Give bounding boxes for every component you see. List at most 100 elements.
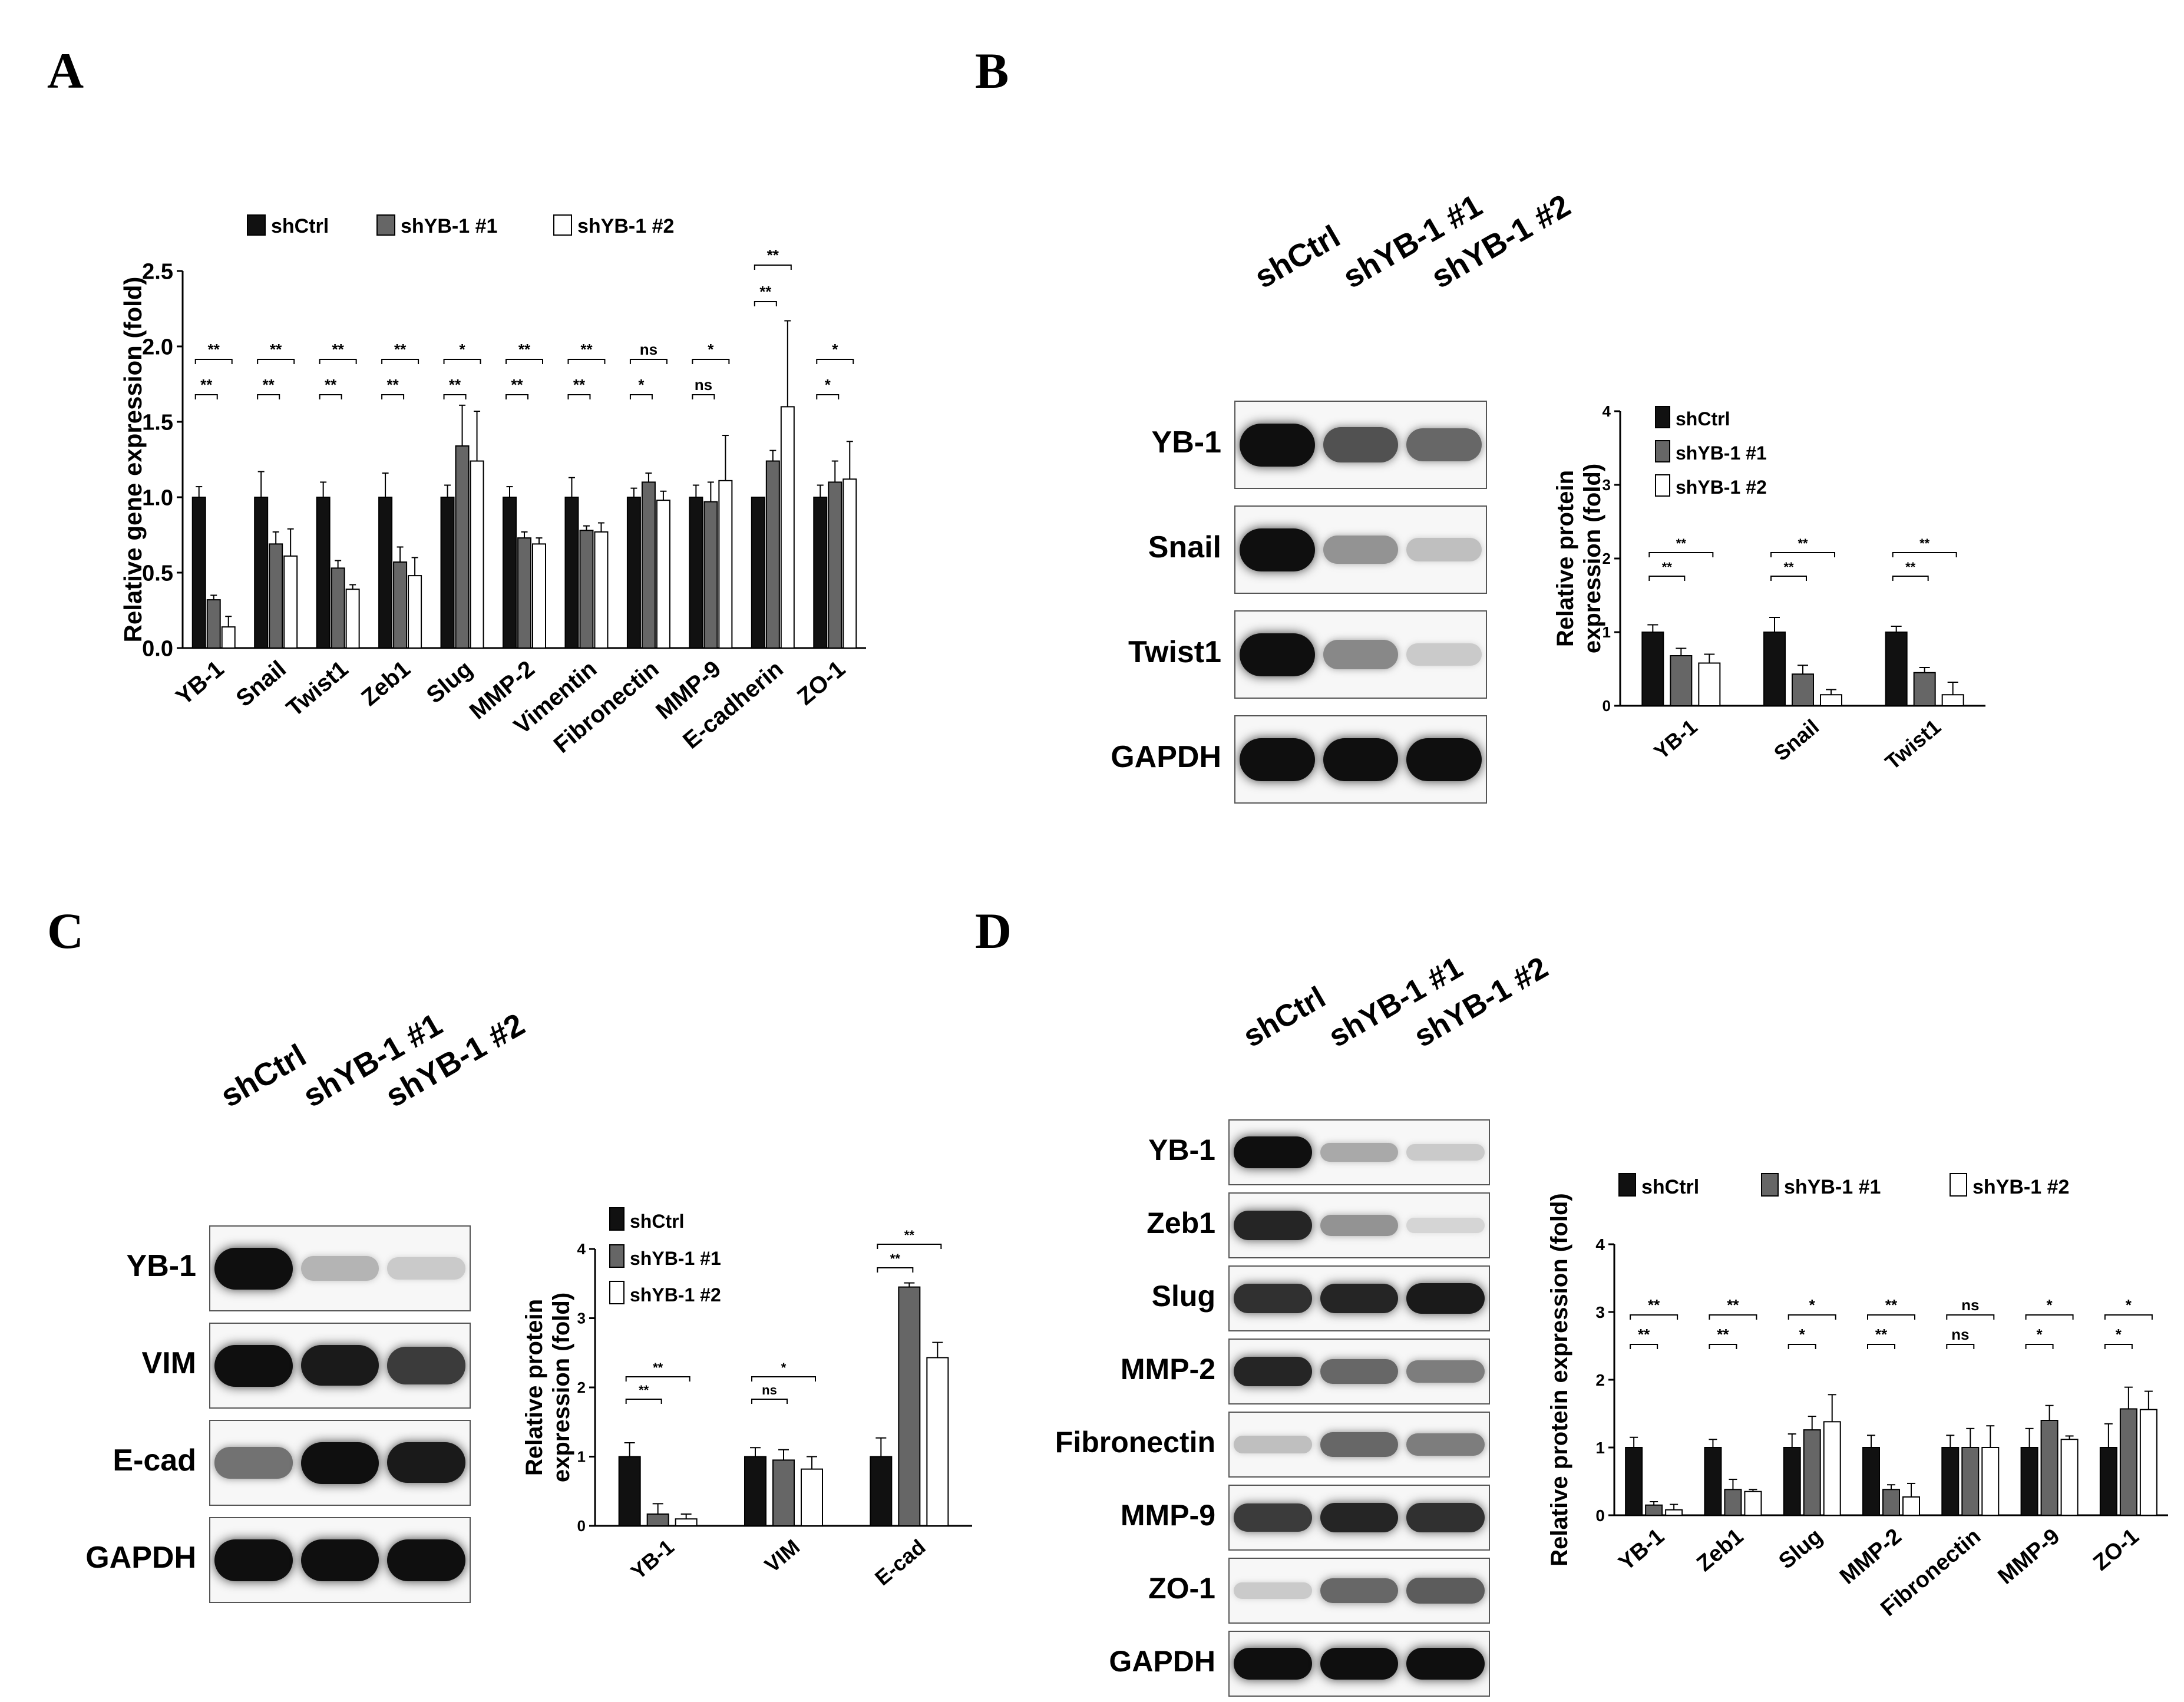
x-tick-label-twist1: Twist1 [282, 656, 353, 722]
significance-upper-bracket [381, 359, 419, 364]
band [387, 1442, 465, 1483]
x-tick-label-snail: Snail [231, 656, 291, 712]
bar-shyb-1-1-zeb1 [393, 561, 408, 649]
significance-upper-bracket [1630, 1314, 1679, 1320]
bar-shctrl-twist1 [316, 497, 331, 649]
significance-lower-label: * [2037, 1326, 2043, 1343]
y-tick-label: 3 [577, 1310, 586, 1327]
significance-upper-label: * [708, 341, 714, 358]
band [1323, 427, 1399, 463]
bar-shyb-1-2-snail [1820, 694, 1842, 706]
significance-lower-bracket [1648, 576, 1686, 581]
western-blot-c: shCtrl shYB-1 #1 shYB-1 #2 YB-1 VIM E-cad GAPD… [59, 1007, 531, 1620]
bar-shyb-1-2-e-cadherin [780, 406, 795, 649]
x-tick-label-zo-1: ZO-1 [2089, 1524, 2143, 1576]
bar-shyb-1-1-fibronectin [641, 481, 656, 649]
significance-lower-bracket [1630, 1344, 1658, 1349]
y-tick-label: 3 [1595, 1303, 1605, 1321]
bar-shctrl-yb-1 [191, 497, 206, 649]
y-tick-label: 1 [1603, 623, 1611, 641]
band [1240, 738, 1315, 781]
bar-shyb-1-2-twist1 [1941, 694, 1964, 706]
bar-shyb-1-1-yb-1 [646, 1513, 669, 1527]
bar-shctrl-fibronectin [626, 497, 641, 649]
significance-lower-label: * [825, 376, 831, 394]
bar-shyb-1-1-zeb1 [1724, 1489, 1742, 1516]
x-tick-label-e-cad: E-cad [870, 1535, 930, 1590]
bar-shyb-1-1-mmp-2 [517, 537, 531, 649]
band [1406, 1144, 1485, 1161]
y-axis-label: expression (fold) [1580, 464, 1605, 653]
significance-upper-bracket [751, 1376, 816, 1382]
bar-shyb-1-1-e-cadherin [765, 460, 780, 649]
band [1234, 1284, 1312, 1313]
x-tick-label-yb-1: YB-1 [1614, 1524, 1669, 1576]
y-tick-label: 4 [577, 1240, 586, 1258]
blot-row-label-twist1: Twist1 [1128, 634, 1221, 669]
bar-shyb-1-1-twist1 [1913, 672, 1936, 706]
bar-shctrl-twist1 [1885, 632, 1908, 706]
significance-lower-label: ** [1875, 1326, 1888, 1343]
blot-strip-gapdh [1228, 1631, 1490, 1697]
significance-lower-bracket [751, 1399, 788, 1404]
legend-swatch-shctrl [1655, 406, 1670, 428]
significance-upper-label: ** [1885, 1296, 1898, 1314]
band [1234, 1503, 1312, 1532]
legend-swatch-shyb-1-2 [553, 214, 572, 236]
significance-lower-bracket [754, 301, 777, 306]
significance-upper-bracket [1946, 1314, 1995, 1320]
bar-shctrl-yb-1 [618, 1456, 641, 1526]
legend-swatch-shctrl [1618, 1173, 1636, 1197]
x-tick-label-mmp-2: MMP-2 [1835, 1524, 1907, 1589]
x-tick-label-yb-1: YB-1 [171, 656, 229, 710]
band [1406, 643, 1482, 666]
y-tick-label: 0 [1603, 697, 1611, 715]
band [1406, 1360, 1485, 1383]
x-tick-label-twist1: Twist1 [1881, 715, 1945, 775]
blot-row-label-fibronectin: Fibronectin [1055, 1426, 1215, 1459]
significance-upper-label: ** [767, 246, 779, 264]
blot-strip-yb-1 [1228, 1119, 1490, 1185]
significance-upper-bracket [1892, 552, 1957, 557]
legend-swatch-shyb-1-1 [1655, 440, 1670, 462]
band [1406, 428, 1482, 462]
significance-lower-label: ** [1783, 560, 1794, 574]
bar-shyb-1-1-zo-1 [2119, 1408, 2137, 1516]
significance-lower-label: ** [890, 1251, 901, 1266]
bar-shctrl-zeb1 [378, 497, 393, 649]
significance-lower-bracket [877, 1267, 914, 1273]
y-axis-label: Relative protein [521, 1299, 547, 1476]
band [214, 1247, 293, 1290]
significance-lower-bracket [1892, 576, 1929, 581]
significance-lower-label: ** [1905, 560, 1916, 574]
bar-shyb-1-2-slug [470, 460, 484, 649]
band [1323, 738, 1399, 781]
significance-lower-bracket [2104, 1344, 2133, 1349]
band [1240, 528, 1315, 571]
bar-shyb-1-2-snail [283, 555, 298, 649]
band [300, 1539, 379, 1581]
significance-lower-label: ** [200, 376, 213, 394]
blot-row-label-gapdh: GAPDH [1111, 739, 1221, 774]
significance-lower-label: * [1799, 1326, 1806, 1343]
bar-shyb-1-2-zo-1 [2139, 1409, 2157, 1516]
significance-lower-bracket [1770, 576, 1807, 581]
y-axis-label: expression (fold) [549, 1293, 574, 1482]
blot-strip-snail [1234, 505, 1487, 594]
bar-shctrl-slug [440, 497, 455, 649]
band [1320, 1502, 1399, 1533]
bar-shyb-1-2-mmp-9 [2060, 1439, 2079, 1516]
band [1406, 1433, 1485, 1456]
significance-lower-label: ** [511, 376, 523, 394]
lane-header-shctrl: shCtrl [1237, 980, 1331, 1055]
y-tick-label: 1.5 [142, 410, 173, 435]
significance-lower-bracket [2025, 1344, 2054, 1349]
blot-strip-gapdh [1234, 715, 1487, 804]
y-tick-label: 4 [1603, 402, 1611, 420]
legend-swatch-shctrl [247, 214, 266, 236]
significance-upper-bracket [443, 359, 481, 364]
blot-strip-yb-1 [1234, 401, 1487, 489]
significance-lower-label: ** [449, 376, 461, 394]
y-tick-label: 3 [1603, 476, 1611, 494]
significance-lower-label: ** [573, 376, 586, 394]
